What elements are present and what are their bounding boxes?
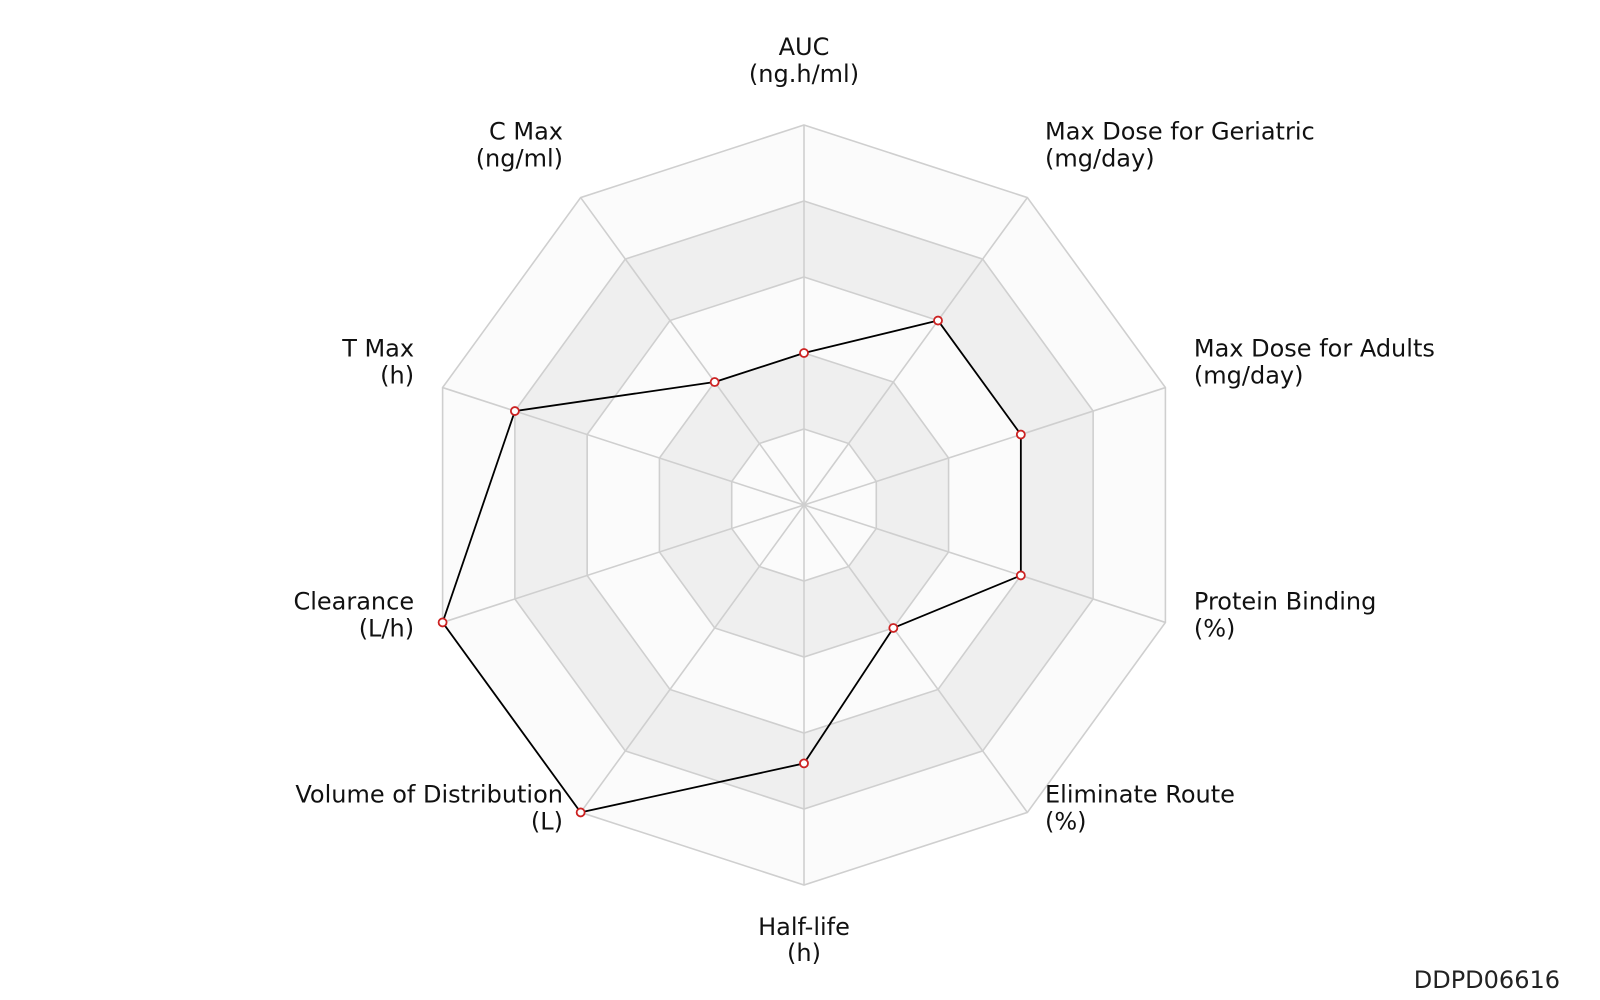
- axis-label-0: AUC: [779, 33, 830, 61]
- axis-label-6: Volume of Distribution: [295, 781, 563, 809]
- axis-label-8: T Max: [341, 334, 414, 362]
- spoke-9: [579, 197, 805, 506]
- data-point-8: [509, 406, 520, 416]
- axis-unit-6: (L): [531, 808, 563, 836]
- data-point-2: [1015, 429, 1026, 440]
- data-point-3: [1015, 570, 1026, 581]
- axis-labels: AUC(ng.h/ml)Max Dose for Geriatric(mg/da…: [293, 33, 1434, 967]
- data-point-0: [799, 348, 809, 358]
- axis-unit-0: (ng.h/ml): [749, 60, 859, 88]
- spoke-1: [803, 197, 1029, 506]
- axis-label-3: Protein Binding: [1194, 588, 1376, 616]
- spoke-3: [803, 504, 1166, 624]
- data-point-5: [799, 758, 809, 769]
- axis-label-7: Clearance: [293, 588, 414, 616]
- data-series: [437, 315, 1026, 818]
- axis-unit-9: (ng/ml): [476, 144, 563, 172]
- axis-unit-7: (L/h): [359, 615, 414, 643]
- axis-unit-5: (h): [787, 939, 821, 967]
- axis-unit-2: (mg/day): [1194, 361, 1304, 389]
- axis-label-9: C Max: [489, 117, 563, 145]
- chart-id-label: DDPD06616: [1413, 966, 1560, 994]
- data-point-1: [933, 315, 943, 326]
- grid-spokes: [442, 125, 1166, 885]
- data-point-9: [709, 377, 720, 387]
- spoke-4: [803, 504, 1029, 813]
- data-point-6: [575, 807, 586, 818]
- axis-unit-1: (mg/day): [1045, 144, 1155, 172]
- axis-label-2: Max Dose for Adults: [1194, 334, 1435, 362]
- spoke-8: [442, 386, 805, 506]
- data-point-7: [437, 617, 448, 628]
- axis-label-4: Eliminate Route: [1045, 781, 1235, 809]
- axis-unit-3: (%): [1194, 615, 1236, 643]
- spoke-6: [579, 504, 805, 813]
- axis-unit-4: (%): [1045, 808, 1087, 836]
- spoke-7: [442, 504, 805, 624]
- spoke-2: [803, 386, 1166, 506]
- axis-unit-8: (h): [380, 361, 414, 389]
- axis-label-5: Half-life: [758, 913, 850, 941]
- data-point-4: [888, 623, 899, 633]
- axis-label-1: Max Dose for Geriatric: [1045, 117, 1315, 145]
